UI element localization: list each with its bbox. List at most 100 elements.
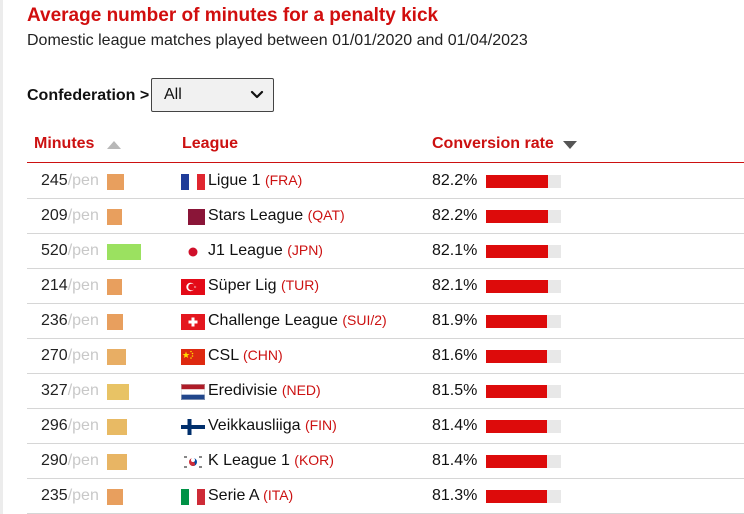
minutes-unit: /pen [67, 347, 99, 364]
conversion-rate-bar-fill [486, 420, 547, 433]
nl-flag-icon [181, 384, 205, 400]
minutes-value: 209/pen [41, 207, 99, 225]
jp-flag-icon [181, 244, 205, 260]
conversion-rate-value: 82.2% [432, 172, 478, 189]
minutes-number: 209 [41, 207, 68, 224]
conversion-rate-bar-fill [486, 280, 548, 293]
minutes-unit: /pen [67, 242, 99, 259]
country-code: (QAT) [307, 207, 345, 223]
minutes-number: 296 [41, 417, 68, 434]
minutes-number: 214 [41, 277, 68, 294]
minutes-value: 520/pen [41, 242, 99, 260]
minutes-number: 520 [41, 242, 68, 259]
page-title: Average number of minutes for a penalty … [27, 5, 439, 26]
conversion-rate-value: 81.3% [432, 487, 478, 504]
conversion-rate-bar [486, 455, 561, 468]
minutes-unit: /pen [67, 417, 99, 434]
header-divider [27, 162, 744, 163]
conversion-rate-bar [486, 490, 561, 503]
page-subtitle: Domestic league matches played between 0… [27, 32, 528, 49]
league-label: Stars League [208, 207, 308, 224]
league-label: Serie A [208, 487, 264, 504]
minutes-unit: /pen [67, 172, 99, 189]
conversion-rate-value: 81.4% [432, 417, 478, 434]
sort-descending-icon[interactable] [563, 141, 577, 149]
country-code: (JPN) [287, 242, 323, 258]
column-header-conversion-rate[interactable]: Conversion rate [432, 135, 554, 152]
conversion-rate-value: 81.9% [432, 312, 478, 329]
conversion-rate-bar [486, 280, 561, 293]
conversion-rate-bar [486, 175, 561, 188]
conversion-rate-value: 81.5% [432, 382, 478, 399]
league-label: Challenge League [208, 312, 343, 329]
minutes-scale-swatch [107, 384, 129, 400]
confederation-select[interactable]: All [151, 78, 274, 112]
fr-flag-icon [181, 174, 205, 190]
league-name[interactable]: Veikkausliiga (FIN) [208, 417, 337, 435]
minutes-scale-swatch [107, 349, 126, 365]
minutes-value: 236/pen [41, 312, 99, 330]
league-name[interactable]: Ligue 1 (FRA) [208, 172, 302, 190]
minutes-value: 270/pen [41, 347, 99, 365]
confederation-filter-label: Confederation > [27, 87, 150, 104]
table-row[interactable]: 520/pen J1 League (JPN) 82.1% [27, 234, 744, 269]
conversion-rate-value: 82.2% [432, 207, 478, 224]
minutes-scale-swatch [107, 454, 127, 470]
ch-flag-icon [181, 314, 205, 330]
conversion-rate-bar [486, 315, 561, 328]
league-name[interactable]: Challenge League (SUI/2) [208, 312, 387, 330]
country-code: (SUI/2) [342, 312, 387, 328]
minutes-scale-swatch [107, 209, 122, 225]
league-name[interactable]: Süper Lig (TUR) [208, 277, 319, 295]
conversion-rate-bar-fill [486, 350, 547, 363]
table-row[interactable]: 235/pen Serie A (ITA) 81.3% [27, 479, 744, 514]
league-name[interactable]: Serie A (ITA) [208, 487, 293, 505]
country-code: (ITA) [263, 487, 294, 503]
page-left-rule [0, 0, 3, 514]
column-header-league[interactable]: League [182, 135, 239, 152]
minutes-value: 214/pen [41, 277, 99, 295]
league-label: CSL [208, 347, 243, 364]
qa-flag-icon [181, 209, 205, 225]
table-row[interactable]: 245/pen Ligue 1 (FRA) 82.2% [27, 164, 744, 199]
minutes-number: 270 [41, 347, 68, 364]
table-row[interactable]: 327/pen Eredivisie (NED) 81.5% [27, 374, 744, 409]
table-row[interactable]: 270/pen CSL (CHN) 81.6% [27, 339, 744, 374]
league-name[interactable]: CSL (CHN) [208, 347, 283, 365]
table-row[interactable]: 290/pen K League 1 (KOR) 81.4% [27, 444, 744, 479]
league-name[interactable]: Eredivisie (NED) [208, 382, 321, 400]
minutes-number: 236 [41, 312, 68, 329]
league-label: Veikkausliiga [208, 417, 305, 434]
league-name[interactable]: Stars League (QAT) [208, 207, 345, 225]
minutes-unit: /pen [67, 277, 99, 294]
minutes-unit: /pen [67, 487, 99, 504]
column-header-minutes[interactable]: Minutes [34, 135, 95, 152]
conversion-rate-value: 82.1% [432, 277, 478, 294]
conversion-rate-bar-fill [486, 455, 547, 468]
conversion-rate-value: 81.6% [432, 347, 478, 364]
minutes-value: 327/pen [41, 382, 99, 400]
minutes-number: 245 [41, 172, 68, 189]
minutes-scale-swatch [107, 279, 122, 295]
sort-ascending-icon[interactable] [107, 141, 121, 149]
table-row[interactable]: 214/pen Süper Lig (TUR) 82.1% [27, 269, 744, 304]
league-name[interactable]: J1 League (JPN) [208, 242, 323, 260]
minutes-unit: /pen [67, 452, 99, 469]
league-label: Ligue 1 [208, 172, 265, 189]
minutes-number: 327 [41, 382, 68, 399]
minutes-unit: /pen [67, 312, 99, 329]
conversion-rate-bar-fill [486, 175, 548, 188]
fi-flag-icon [181, 419, 205, 435]
league-name[interactable]: K League 1 (KOR) [208, 452, 334, 470]
conversion-rate-bar [486, 350, 561, 363]
conversion-rate-bar-fill [486, 315, 547, 328]
country-code: (KOR) [294, 452, 334, 468]
minutes-number: 290 [41, 452, 68, 469]
table-row[interactable]: 209/pen Stars League (QAT) 82.2% [27, 199, 744, 234]
table-row[interactable]: 296/pen Veikkausliiga (FIN) 81.4% [27, 409, 744, 444]
league-label: Süper Lig [208, 277, 281, 294]
conversion-rate-bar-fill [486, 490, 547, 503]
minutes-value: 245/pen [41, 172, 99, 190]
table-row[interactable]: 236/pen Challenge League (SUI/2) 81.9% [27, 304, 744, 339]
country-code: (FIN) [304, 417, 337, 433]
